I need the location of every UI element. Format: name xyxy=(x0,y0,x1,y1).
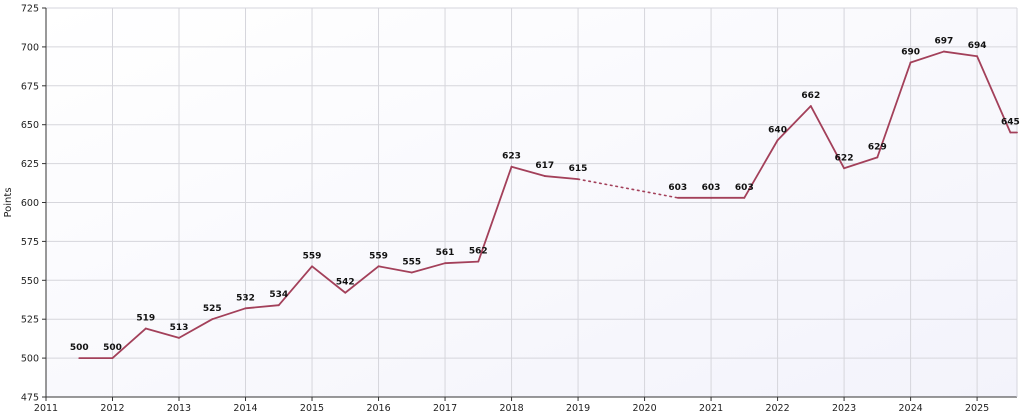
series-segment xyxy=(776,105,812,142)
data-label: 662 xyxy=(801,91,820,101)
data-label: 519 xyxy=(136,314,155,324)
x-tick-label: 2016 xyxy=(366,403,390,414)
y-tick-label: 475 xyxy=(21,393,39,404)
series-segment xyxy=(344,265,380,294)
series-segment xyxy=(144,327,180,339)
data-labels: 500 500 519 513 525 532 534 559 542 559 555 561 562 6… xyxy=(70,37,1020,354)
data-label: 559 xyxy=(369,251,388,261)
x-tick-label: 2018 xyxy=(499,403,523,414)
series-segment xyxy=(410,262,446,274)
y-tick-label: 500 xyxy=(21,354,39,365)
y-tick-label: 675 xyxy=(21,81,39,92)
data-label: 500 xyxy=(70,343,89,353)
y-tick-label: 575 xyxy=(21,237,39,248)
tick-labels: 2011 2012 2013 2014 2015 2016 2017 2018 2019 2020… xyxy=(21,4,989,415)
data-label: 525 xyxy=(203,304,222,314)
series-segment xyxy=(444,260,480,265)
data-label: 623 xyxy=(502,152,521,162)
data-label: 622 xyxy=(835,153,854,163)
data-label: 603 xyxy=(735,183,754,193)
x-tick-label: 2011 xyxy=(34,403,58,414)
data-label: 629 xyxy=(868,142,887,152)
data-label: 603 xyxy=(702,183,721,193)
data-label: 561 xyxy=(436,248,455,258)
x-tick-label: 2022 xyxy=(765,403,789,414)
y-tick-label: 550 xyxy=(21,276,39,287)
y-tick-label: 700 xyxy=(21,42,39,53)
data-label: 513 xyxy=(170,323,189,333)
data-label: 532 xyxy=(236,293,255,303)
x-tick-label: 2014 xyxy=(233,403,257,414)
series-gap-segment xyxy=(577,178,679,199)
series-segment xyxy=(543,175,579,181)
x-tick-label: 2017 xyxy=(433,403,457,414)
series-segment xyxy=(311,265,347,294)
series-segment xyxy=(477,165,513,263)
axes xyxy=(42,7,1018,401)
series-segment xyxy=(244,304,280,310)
y-axis-title: Points xyxy=(3,187,14,217)
x-tick-label: 2013 xyxy=(167,403,191,414)
series-segment xyxy=(743,139,779,199)
data-label: 615 xyxy=(569,164,588,174)
y-tick-label: 625 xyxy=(21,159,39,170)
data-label: 694 xyxy=(968,41,987,51)
x-tick-label: 2024 xyxy=(898,403,922,414)
series-segment xyxy=(909,50,945,64)
data-label: 640 xyxy=(768,125,787,135)
data-label: 697 xyxy=(934,37,953,47)
series-line xyxy=(78,50,1018,360)
grid xyxy=(45,7,1017,398)
series-segment xyxy=(809,105,845,170)
series-segment xyxy=(211,307,247,321)
series-segment xyxy=(876,61,912,159)
y-tick-label: 525 xyxy=(21,315,39,326)
data-label: 555 xyxy=(402,258,421,268)
data-label: 690 xyxy=(901,47,920,57)
x-tick-label: 2012 xyxy=(100,403,124,414)
series-segment xyxy=(942,50,978,58)
data-label: 542 xyxy=(336,278,355,288)
x-tick-label: 2025 xyxy=(965,403,989,414)
series-segment xyxy=(510,165,546,177)
series-segment xyxy=(277,265,313,307)
x-tick-label: 2020 xyxy=(632,403,656,414)
data-label: 645 xyxy=(1001,117,1020,127)
y-tick-label: 600 xyxy=(21,198,39,209)
data-label: 500 xyxy=(103,343,122,353)
data-label: 562 xyxy=(469,247,488,257)
series-segment xyxy=(111,327,147,360)
x-tick-label: 2023 xyxy=(832,403,856,414)
data-label: 603 xyxy=(668,183,687,193)
series-segment xyxy=(377,265,413,274)
x-tick-label: 2015 xyxy=(300,403,324,414)
data-label: 617 xyxy=(535,161,554,171)
series-segment xyxy=(843,156,879,170)
data-label: 559 xyxy=(303,251,322,261)
series-segment xyxy=(178,318,214,339)
y-tick-label: 725 xyxy=(21,4,39,15)
y-tick-label: 650 xyxy=(21,120,39,131)
data-label: 534 xyxy=(269,290,288,300)
series-segment xyxy=(976,55,1012,134)
x-tick-label: 2019 xyxy=(566,403,590,414)
x-tick-label: 2021 xyxy=(699,403,723,414)
